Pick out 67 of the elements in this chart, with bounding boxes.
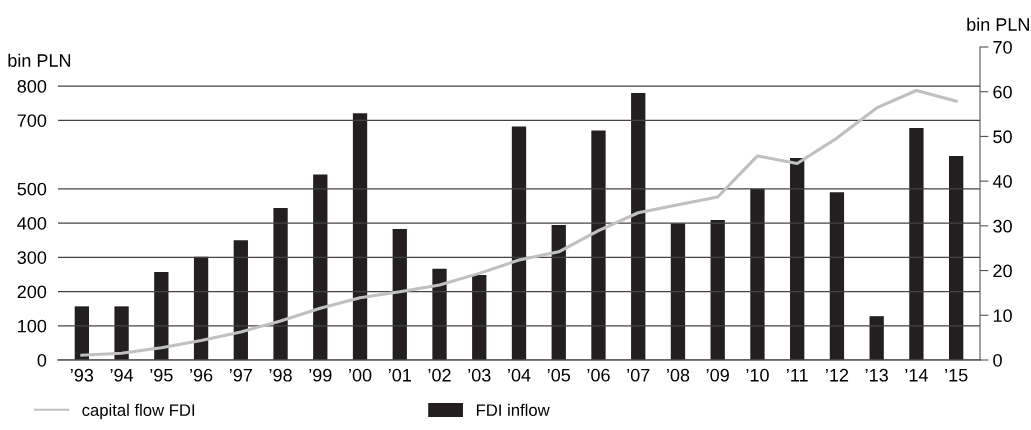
x-tick-label: ’06 [587,368,610,382]
bar [909,127,924,360]
x-tick-label: ’09 [706,368,729,382]
y-tick-label: 700 [17,114,47,127]
x-tick-label: ’11 [786,369,808,382]
x-tick-label: ’15 [945,369,968,382]
bar [193,256,209,360]
bar [352,113,368,360]
bar [551,224,566,360]
y2-tick-label: 40 [992,175,1012,188]
y-tick-label: 500 [17,182,47,196]
bar [511,126,527,360]
x-tick-label: ’03 [468,368,491,382]
bar [829,192,845,360]
y-tick-label: 800 [17,79,47,93]
x-tick-label: ’99 [309,368,332,382]
x-tick-label: ’01 [388,368,411,382]
x-tick-label: ’04 [508,368,531,382]
bar [432,268,447,360]
y2-tick-label: 30 [993,219,1012,233]
bar [114,306,129,360]
y-tick-label: 0 [37,353,47,367]
x-tick-label: ’97 [229,368,252,382]
x-tick-label: ’98 [269,368,292,382]
bar [710,220,725,360]
x-tick-label: ’05 [547,368,571,382]
y2-tick-label: 60 [993,85,1012,99]
x-tick-label: ’00 [349,368,372,382]
x-tick-label: ’12 [826,368,849,382]
legend-label: capital flow FDI [82,403,195,420]
x-tick-label: ’13 [865,368,888,382]
x-tick-label: ’02 [428,368,451,382]
y-tick-label: 300 [17,251,47,264]
bar [670,223,686,360]
x-tick-label: ’95 [150,368,173,382]
bar [74,306,89,360]
bar [591,130,606,360]
legend-label: FDI inflow [476,403,550,417]
bar [631,93,646,360]
y2-tick-label: 70 [993,40,1012,54]
y-tick-label: 400 [17,216,47,230]
x-tick-label: ’94 [110,368,134,382]
bar [313,174,328,360]
bar [790,157,805,360]
x-tick-label: ’10 [746,368,769,382]
y2-tick-label: 20 [993,264,1012,278]
x-tick-label: ’08 [667,368,690,382]
bar [233,240,248,360]
y2-tick-label: 0 [993,353,1002,367]
y-tick-label: 200 [17,285,47,299]
y-axis-title: bin PLN [8,53,71,67]
y2-tick-label: 50 [993,130,1012,144]
y2-axis-title: bin PLN [967,17,1029,31]
bar [273,207,288,360]
bar [392,228,407,360]
bar [750,188,765,360]
bar [472,275,487,360]
line-series [80,88,958,357]
y2-tick-label: 10 [993,309,1012,323]
bar [154,271,169,360]
x-tick-label: ’93 [70,368,94,382]
x-tick-label: ’14 [905,369,928,382]
x-tick-label: ’07 [627,368,650,382]
bar [869,316,884,360]
bar [949,156,964,360]
x-tick-label: ’96 [190,368,213,382]
y-tick-label: 100 [18,319,47,333]
